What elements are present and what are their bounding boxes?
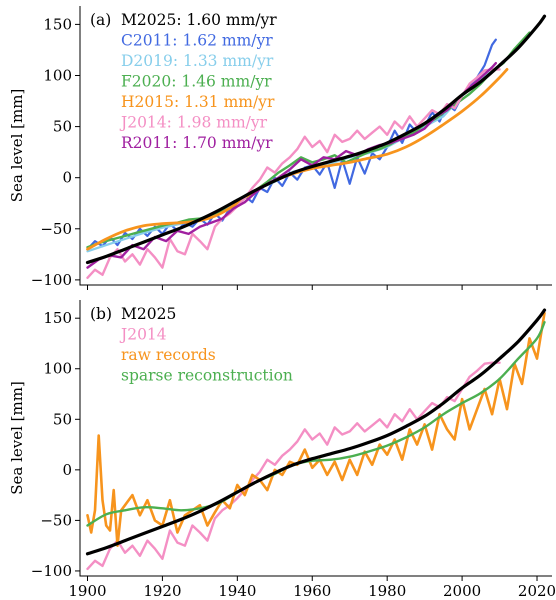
x-tick-label: 1960: [293, 582, 331, 600]
y-tick-label: −100: [31, 562, 72, 580]
legend-entry-r2011: R2011: 1.70 mm/yr: [121, 134, 273, 152]
legend-entry-m2025: M2025: 1.60 mm/yr: [121, 11, 277, 29]
legend-entry-m2025: M2025: [121, 305, 176, 323]
series-line-j2014: [86, 68, 501, 279]
legend-entry-sparse-reconstruction: sparse reconstruction: [121, 367, 293, 385]
y-tick-label: 150: [43, 309, 72, 327]
legend-entry-j2014: J2014: 1.98 mm/yr: [119, 114, 268, 132]
panel-label: (a): [90, 11, 111, 29]
y-tick-label: 100: [43, 66, 72, 84]
x-tick-label: 2020: [518, 582, 556, 600]
x-tick-label: 2000: [443, 582, 481, 600]
panel-b: −100 −50 0 50 100 150 1900 1920 1940 1960 1980 2000…: [8, 300, 556, 600]
y-tick-label: −50: [40, 220, 72, 238]
legend-entry-d2019: D2019: 1.33 mm/yr: [121, 52, 274, 70]
legend-entry-c2011: C2011: 1.62 mm/yr: [121, 32, 273, 50]
y-tick-label: 0: [62, 169, 72, 187]
y-tick-label: −50: [40, 511, 72, 529]
legend-entry-raw-records: raw records: [121, 346, 216, 364]
y-tick-label: 0: [62, 461, 72, 479]
y-axis-label: Sea level [mm]: [8, 381, 26, 495]
y-tick-label: 150: [43, 15, 72, 33]
legend: M2025: 1.60 mm/yr C2011: 1.62 mm/yr D2019:…: [119, 11, 277, 152]
y-axis-label: Sea level [mm]: [8, 89, 26, 203]
legend-entry-h2015: H2015: 1.31 mm/yr: [121, 93, 275, 111]
y-tick-label: −100: [31, 271, 72, 289]
series-line-m2025: [85, 308, 547, 556]
legend: M2025 J2014 raw records sparse reconstructi…: [119, 305, 293, 385]
x-tick-label: 1900: [68, 582, 106, 600]
legend-entry-j2014: J2014: [119, 326, 167, 344]
y-tick-label: 50: [53, 118, 72, 136]
x-tick-label: 1940: [218, 582, 256, 600]
series-line-j2014: [86, 361, 501, 571]
panel-label: (b): [90, 305, 112, 323]
y-tick-label: 100: [43, 360, 72, 378]
axis-spines: [79, 300, 552, 577]
x-tick-label: 1920: [143, 582, 181, 600]
axis-spines: [79, 6, 552, 286]
legend-entry-f2020: F2020: 1.46 mm/yr: [121, 73, 272, 91]
series-line-m2025: [85, 14, 547, 265]
panel-a: −100 −50 0 50 100 150 Sea level [mm] (a) M2025: …: [8, 6, 552, 290]
x-tick-label: 1980: [368, 582, 406, 600]
series-line-sparse-reconstruction: [86, 321, 546, 527]
y-tick-label: 50: [53, 410, 72, 428]
